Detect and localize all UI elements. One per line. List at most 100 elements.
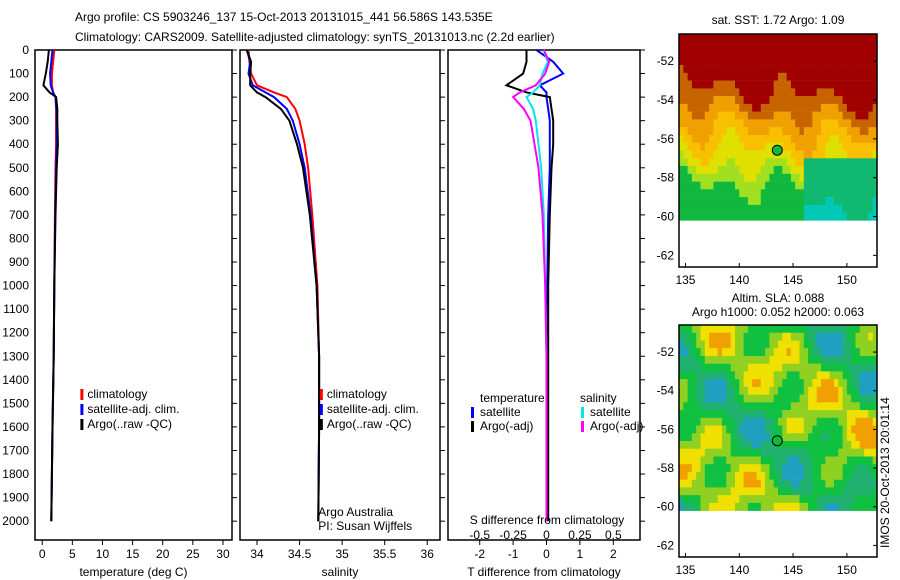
map-cell [704, 197, 710, 206]
map-cell [825, 181, 831, 190]
map-cell [795, 487, 800, 496]
map-cell [743, 34, 749, 42]
map-cell [691, 325, 697, 333]
map-cell [696, 49, 701, 58]
map-cell [747, 127, 753, 136]
map-cell [872, 111, 878, 120]
map-cell [717, 65, 723, 74]
map-cell [726, 80, 732, 89]
y-tick-label: 0 [22, 43, 29, 57]
map-cell [679, 127, 684, 136]
map-cell [803, 386, 809, 395]
map-cell [743, 173, 749, 182]
map-cell [726, 325, 732, 333]
map-cell [679, 103, 684, 112]
map-cell [808, 502, 813, 511]
map-cell [782, 197, 788, 206]
map-cell [726, 212, 732, 221]
map-cell [846, 456, 852, 465]
map-cell [743, 150, 749, 159]
map-cell [829, 49, 835, 58]
map-cell [808, 72, 813, 81]
map-cell [696, 57, 701, 66]
map-cell [851, 34, 856, 42]
map-cell [717, 495, 723, 504]
map-cell [808, 495, 813, 504]
map-cell [851, 158, 856, 167]
map-cell [864, 386, 869, 395]
map-cell [825, 49, 831, 58]
map-cell [795, 88, 800, 97]
map-cell [713, 355, 719, 364]
map-cell [803, 448, 809, 457]
map-cell [821, 410, 826, 419]
map-cell [790, 189, 796, 198]
map-cell [687, 479, 693, 488]
map-cell [790, 355, 796, 364]
map-cell [756, 410, 762, 419]
legend-header: temperature [480, 391, 545, 405]
map-cell [825, 189, 831, 198]
map-cell [851, 103, 856, 112]
map-cell [760, 158, 766, 167]
map-cell [756, 394, 762, 403]
map-cell [842, 181, 848, 190]
map-cell [709, 479, 714, 488]
map-cell [760, 65, 766, 74]
map-cell [799, 348, 805, 357]
map-cell [717, 181, 723, 190]
map-cell [687, 96, 693, 105]
map-cell [808, 487, 813, 496]
map-cell [769, 448, 775, 457]
map-cell [778, 135, 783, 143]
map-cell [851, 394, 856, 403]
map-cell [696, 441, 701, 449]
map-cell [816, 34, 822, 42]
map-cell [730, 340, 736, 349]
map-cell [747, 332, 753, 341]
map-cell [795, 456, 800, 465]
map-cell [700, 72, 706, 81]
legend-swatch [581, 421, 584, 432]
map-cell [872, 150, 878, 159]
map-cell [795, 189, 800, 198]
map-cell [683, 197, 689, 206]
map-cell [722, 34, 727, 42]
map-cell [786, 88, 792, 97]
map-cell [679, 150, 684, 159]
map-cell [846, 80, 852, 89]
map-cell [846, 325, 852, 333]
map-cell [756, 441, 762, 449]
map-cell [799, 425, 805, 434]
map-cell [829, 119, 835, 128]
map-cell [808, 371, 813, 380]
map-cell [812, 135, 818, 143]
y-tick-label: 500 [9, 161, 29, 175]
map-cell [778, 212, 783, 221]
map-cell [803, 502, 809, 511]
map-cell [816, 72, 822, 81]
map-cell [846, 355, 852, 364]
series-line-argorawqc [245, 49, 321, 522]
map-title-line-1: Altim. SLA: 0.088 [732, 291, 825, 305]
map-cell [769, 371, 775, 380]
x-tick-label: 2 [610, 547, 617, 561]
map-cell [683, 181, 689, 190]
map-cell [679, 57, 684, 66]
map-cell [679, 441, 684, 449]
map-cell [778, 34, 783, 42]
map-cell [808, 41, 813, 50]
map-cell [816, 355, 822, 364]
map-cell [730, 502, 736, 511]
map-cell [773, 379, 779, 388]
map-cell [821, 96, 826, 105]
map-cell [868, 41, 874, 50]
map-cell [795, 410, 800, 419]
map-cell [799, 96, 805, 105]
map-cell [743, 204, 749, 213]
map-cell [765, 96, 770, 105]
map-cell [829, 441, 835, 449]
map-cell [756, 495, 762, 504]
map-cell [842, 72, 848, 81]
map-cell [842, 212, 848, 221]
